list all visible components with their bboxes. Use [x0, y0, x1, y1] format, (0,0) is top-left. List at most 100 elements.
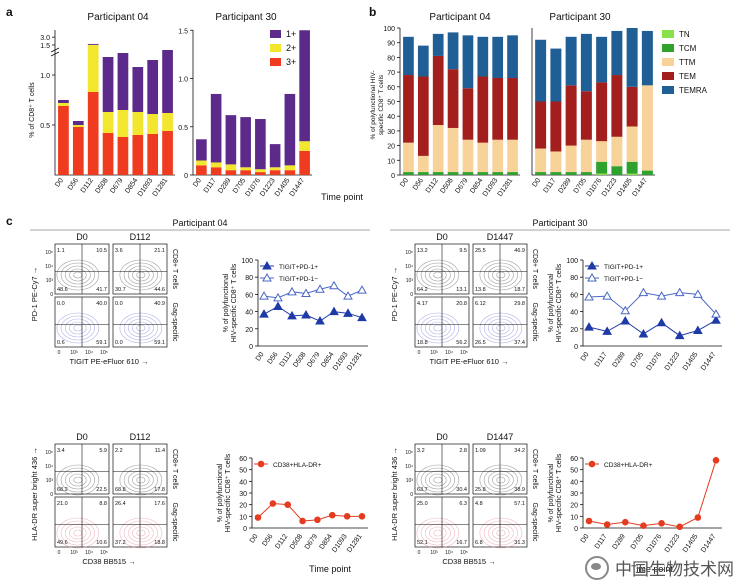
xtick-b-p30-D0: D0	[531, 177, 542, 188]
bar-a-p30-1+-D1076	[255, 119, 266, 170]
legend-text-c-p04-tigit-1: TIGIT+PD-1−	[279, 276, 318, 283]
flow-ytick-p30_top-2: 10⁴	[405, 264, 413, 270]
flow-contour-p30_bot-1-1	[496, 476, 506, 484]
flow-quad-p04_bot-1-2: 68.8	[115, 487, 126, 493]
bar-b-p04-TTM-D679	[462, 139, 474, 173]
ytick-c-p04-cd38-20: 20	[239, 503, 247, 510]
flow-contour-p30_bot-2-3	[424, 523, 451, 543]
point-c-p04-tigit-0-D56	[273, 301, 283, 310]
ytick-c-p04-cd38-30: 30	[239, 491, 247, 498]
ytick-c-p30-cd38-20: 20	[570, 503, 578, 510]
flow-contour-p04_top-3-4	[123, 315, 158, 341]
flow-quad-p30_bot-1-0: 1.09	[475, 448, 486, 454]
flow-quad-p04_bot-0-2: 68.2	[57, 487, 68, 493]
point-c-p30-tigit-0-D705	[638, 328, 649, 338]
b-legend: TN TCM TTM TEM TEMRA	[662, 30, 708, 95]
axis-break-2	[50, 51, 60, 57]
xtick-c-p30-cd38-D1223: D1223	[664, 533, 682, 554]
legend-swatch-ttm	[662, 58, 674, 66]
flow-contour-p04_top-1-1	[136, 271, 146, 279]
bar-b-p04-TEMRA-D112	[432, 33, 444, 56]
xtick-c-p04-cd38-D508: D508	[289, 533, 304, 551]
ylabel-c-p04-cd38: HIV-specific CD8⁺ T cells	[225, 453, 232, 532]
point-c-p30-cd38-0-D289	[621, 518, 629, 526]
xtick-b-p30-D289: D289	[557, 177, 572, 195]
bar-a-p30-3+-D117	[210, 167, 222, 175]
flow-contour-p30_top-1-3	[487, 265, 514, 285]
bar-a-p30-3+-D289	[225, 170, 237, 175]
flow-ytick-p30_top-3: 10⁵	[405, 250, 413, 256]
xtick-c-p04-cd38-D679: D679	[304, 533, 319, 551]
legend-swatch-3plus	[270, 58, 281, 66]
bar-a-p30-1+-D117	[210, 93, 222, 163]
bar-b-p30-TTM-D1076	[596, 141, 608, 162]
flow-xtick-p04_top-0: 0	[58, 350, 61, 356]
point-c-p30-tigit-1-D1223	[674, 287, 685, 297]
flow-contour-p04_bot-1-5	[119, 464, 163, 496]
flow-ytick-p30_top-0: 0	[410, 292, 413, 298]
bar-b-p04-TCM-D679	[462, 172, 474, 175]
flow-quad-p30_top-3-3: 37.4	[514, 340, 525, 346]
flow-p30-cd38: D0 D1447 3.2 2.8 63.7 30.4 1.09 34.2 25.8 38.9 CD8…	[390, 432, 538, 566]
flow-contour-p30_top-0-2	[429, 268, 447, 282]
flow-quad-p04_top-3-1: 40.9	[154, 301, 165, 307]
flow-contour-p04_top-3-2	[132, 321, 150, 335]
bar-a-p04-1+-D508	[102, 57, 114, 112]
flow-contour-p04_top-1-3	[127, 265, 154, 285]
xtick-a-p30-D1447: D1447	[289, 177, 307, 198]
flow-ytick-p30_bot-2: 10⁴	[405, 464, 413, 470]
panel-letter-a: a	[6, 5, 13, 19]
point-c-p30-tigit-0-D1405	[692, 325, 703, 335]
xtick-c-p04-tigit-D679: D679	[306, 351, 321, 369]
flow-quad-p04_top-3-3: 59.1	[154, 340, 165, 346]
flow-contour-p04_bot-3-2	[132, 526, 150, 540]
bar-b-p04-TTM-D854	[477, 142, 489, 173]
flow-quad-p30_top-0-3: 13.1	[456, 287, 467, 293]
flow-xtick-p30_top-2: 10⁴	[445, 350, 453, 356]
flow-xtick-p04_bot-1: 10³	[70, 550, 78, 556]
bar-a-p04-1+-D1281	[162, 50, 173, 113]
xtick-c-p04-cd38-D56: D56	[261, 533, 274, 548]
flow-quad-p04_top-3-0: 0.0	[115, 301, 123, 307]
bar-b-p04-TCM-D1281	[507, 172, 518, 175]
bar-a-p04-3+-D1281	[162, 131, 173, 175]
legend-swatch-tem	[662, 72, 674, 80]
bar-b-p04-TEMRA-D508	[447, 32, 459, 70]
flow-contour-p04_bot-2-5	[56, 517, 100, 549]
bar-b-p30-TTM-D1405	[626, 126, 638, 162]
flow-contour-p30_bot-3-4	[483, 520, 518, 546]
bar-b-p04-TCM-D0	[403, 172, 414, 175]
xtick-c-p30-tigit-D705: D705	[630, 351, 645, 369]
flow-contour-p04_top-2-2	[69, 321, 87, 335]
flow-xtick-p04_bot-0: 0	[58, 550, 61, 556]
ytick-c-p30-tigit-20: 20	[570, 327, 578, 334]
axes-c-p04-tigit	[257, 260, 368, 347]
xtick-c-p04-tigit-D112: D112	[279, 351, 294, 368]
flow-quad-p04_bot-1-0: 2.2	[115, 448, 123, 454]
xtick-b-p04-D508: D508	[439, 177, 454, 195]
legend-swatch-1plus	[270, 30, 281, 38]
c-p04-xlabel: Time point	[309, 564, 351, 574]
bar-b-p04-TEMRA-D679	[462, 35, 474, 89]
point-c-p04-cd38-0-D112	[284, 501, 292, 508]
flow-contour-p30_bot-0-2	[429, 473, 447, 487]
flow-quad-p04_top-0-3: 41.7	[96, 287, 107, 293]
flow-header-p04_bot-0: D0	[76, 432, 88, 442]
point-c-p30-tigit-0-D0	[584, 322, 594, 331]
flow-quad-p04_top-1-3: 44.6	[154, 287, 165, 293]
legend-label-tn: TN	[679, 30, 690, 39]
bar-b-p30-TEM-D1405	[626, 86, 638, 127]
flow-rowlabel-p30_top-0: CD8+ T cells	[531, 249, 538, 290]
xtick-c-p04-cd38-D1281: D1281	[346, 533, 364, 554]
legend-label-2plus: 2+	[286, 43, 296, 53]
flow-quad-p04_bot-3-2: 37.2	[115, 540, 126, 546]
point-c-p30-tigit-1-D1405	[692, 289, 703, 298]
bar-a-p04-2+-D1093	[147, 114, 159, 134]
bar-b-p04-TTM-D112	[432, 125, 444, 173]
ytick-a-p04-1.5: 1.5	[40, 43, 50, 50]
flow-quad-p30_top-0-0: 13.2	[417, 248, 428, 254]
flow-contour-p30_top-1-4	[483, 262, 518, 288]
bar-b-p30-TEM-D1076	[596, 82, 608, 142]
